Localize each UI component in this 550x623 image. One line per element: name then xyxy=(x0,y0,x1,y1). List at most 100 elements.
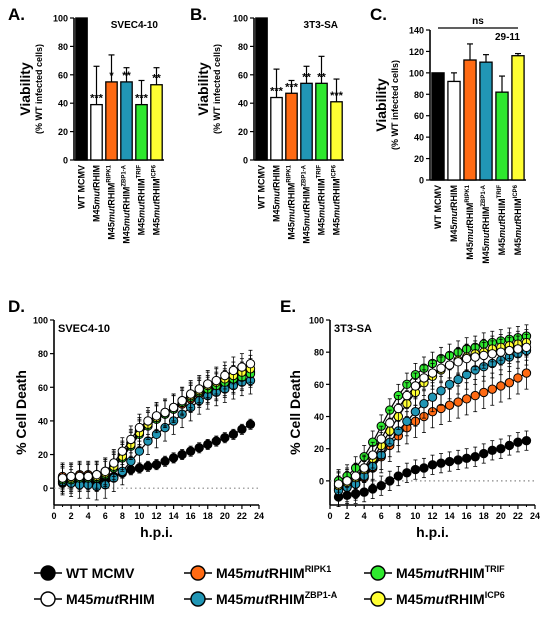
data-point xyxy=(461,453,472,464)
x-tick-label: 22 xyxy=(513,511,523,521)
x-tick-label: 22 xyxy=(237,511,247,521)
data-point xyxy=(194,384,204,394)
text-part: M45 xyxy=(465,242,475,260)
legend-label: M45mutRHIMZBP1-A xyxy=(216,590,338,607)
data-point xyxy=(376,480,386,491)
text-part: RHIM xyxy=(317,178,327,201)
panel-label: E. xyxy=(280,297,296,316)
text-part: M45 xyxy=(317,218,327,236)
text-part: M45 xyxy=(216,565,243,581)
data-point xyxy=(134,422,145,433)
data-point xyxy=(419,398,429,409)
y-tick-label: 120 xyxy=(409,47,424,57)
data-point xyxy=(402,390,412,401)
text-part: mut xyxy=(423,591,450,607)
x-category-label: M45mutRHIM xyxy=(272,165,282,222)
data-point xyxy=(453,374,463,385)
x-tick-label: 10 xyxy=(134,511,144,521)
data-point xyxy=(100,466,110,477)
x-tick-label: 4 xyxy=(362,511,367,521)
text-part: mut xyxy=(243,565,270,581)
text-part: M45 xyxy=(272,205,282,223)
data-point xyxy=(393,403,404,414)
x-category-label: M45mutRHIMTRIF xyxy=(497,185,507,256)
text-part: M45 xyxy=(449,225,459,243)
y-tick-label: 40 xyxy=(58,99,68,109)
x-tick-label: 4 xyxy=(86,511,91,521)
data-point xyxy=(410,464,421,475)
y-axis-sublabel: (% WT infected cells) xyxy=(212,44,222,134)
significance-label: *** xyxy=(90,93,104,105)
data-point xyxy=(479,350,489,361)
x-tick-label: 20 xyxy=(220,511,230,521)
text-part: M45 xyxy=(497,238,507,256)
y-tick-label: 100 xyxy=(409,68,424,78)
data-point xyxy=(521,435,532,446)
x-category-label: M45mutRHIMRIPK1 xyxy=(107,164,117,239)
x-category-label: M45mutRHIMZBP1-A xyxy=(302,164,312,243)
data-point xyxy=(470,390,480,401)
legend-marker xyxy=(190,591,206,607)
text-part: RHIM xyxy=(119,591,155,607)
x-category-label: M45mutRHIMTRIF xyxy=(137,165,147,236)
data-point xyxy=(185,446,196,456)
bar-rhim xyxy=(270,96,283,161)
x-tick-label: 20 xyxy=(496,511,506,521)
data-point xyxy=(126,434,136,445)
data-point xyxy=(487,384,497,394)
x-axis-label: h.p.i. xyxy=(140,524,173,540)
data-point xyxy=(66,471,76,482)
data-point xyxy=(92,470,102,480)
bar-icp6 xyxy=(150,84,163,161)
text-part: mut xyxy=(243,591,270,607)
text-part: M45 xyxy=(481,246,491,264)
significance-label: ** xyxy=(152,73,161,85)
data-point xyxy=(402,416,412,427)
text-part: WT MCMV xyxy=(77,165,87,209)
bar-chart-2: B. 0 20 40 60 80 100 Viability (% WT infected ce… xyxy=(190,5,344,244)
y-tick-label: 80 xyxy=(238,42,248,52)
text-part: mut xyxy=(302,209,312,227)
y-tick-label: 80 xyxy=(58,42,68,52)
y-tick-label: 0 xyxy=(63,156,68,166)
legend-item-icp6: M45mutRHIMICP6 xyxy=(364,590,505,607)
bar-rhim xyxy=(90,103,103,161)
bar-icp6 xyxy=(511,55,525,181)
x-tick-label: 12 xyxy=(151,511,161,521)
data-point xyxy=(496,381,506,391)
significance-label: * xyxy=(109,70,114,82)
data-point xyxy=(376,434,386,444)
data-point xyxy=(368,450,378,460)
text-part: mut xyxy=(449,207,459,225)
significance-label: *** xyxy=(285,81,299,93)
y-tick-label: 100 xyxy=(53,14,68,24)
data-point xyxy=(487,349,497,359)
data-point xyxy=(177,449,187,460)
data-point xyxy=(203,379,213,389)
y-tick-label: 0 xyxy=(419,176,424,186)
text-part: ZBP1-A xyxy=(481,184,487,206)
text-part: mut xyxy=(423,565,450,581)
x-category-label: M45mutRHIM xyxy=(449,185,459,242)
text-part: M45 xyxy=(287,222,297,240)
data-point xyxy=(504,440,515,451)
data-point xyxy=(350,471,361,481)
data-point xyxy=(487,445,497,456)
y-tick-label: 60 xyxy=(38,383,48,393)
chart-title: 3T3-SA xyxy=(334,323,372,335)
text-part: TRIF xyxy=(137,165,143,179)
x-tick-label: 2 xyxy=(345,511,350,521)
text-part: WT MCMV xyxy=(66,565,135,581)
text-part: M45 xyxy=(137,218,147,236)
legend: WT MCMVM45mutRHIMM45mutRHIMRIPK1M45mutRH… xyxy=(34,564,505,607)
y-tick-label: 60 xyxy=(238,70,248,80)
text-part: mut xyxy=(152,200,162,218)
data-point xyxy=(228,429,239,440)
text-part: RHIM xyxy=(449,185,459,208)
data-point xyxy=(461,353,472,364)
text-part: RIPK1 xyxy=(287,164,293,182)
text-part: M45 xyxy=(513,238,523,256)
data-point xyxy=(444,456,455,467)
bar-ripk1 xyxy=(105,81,118,161)
